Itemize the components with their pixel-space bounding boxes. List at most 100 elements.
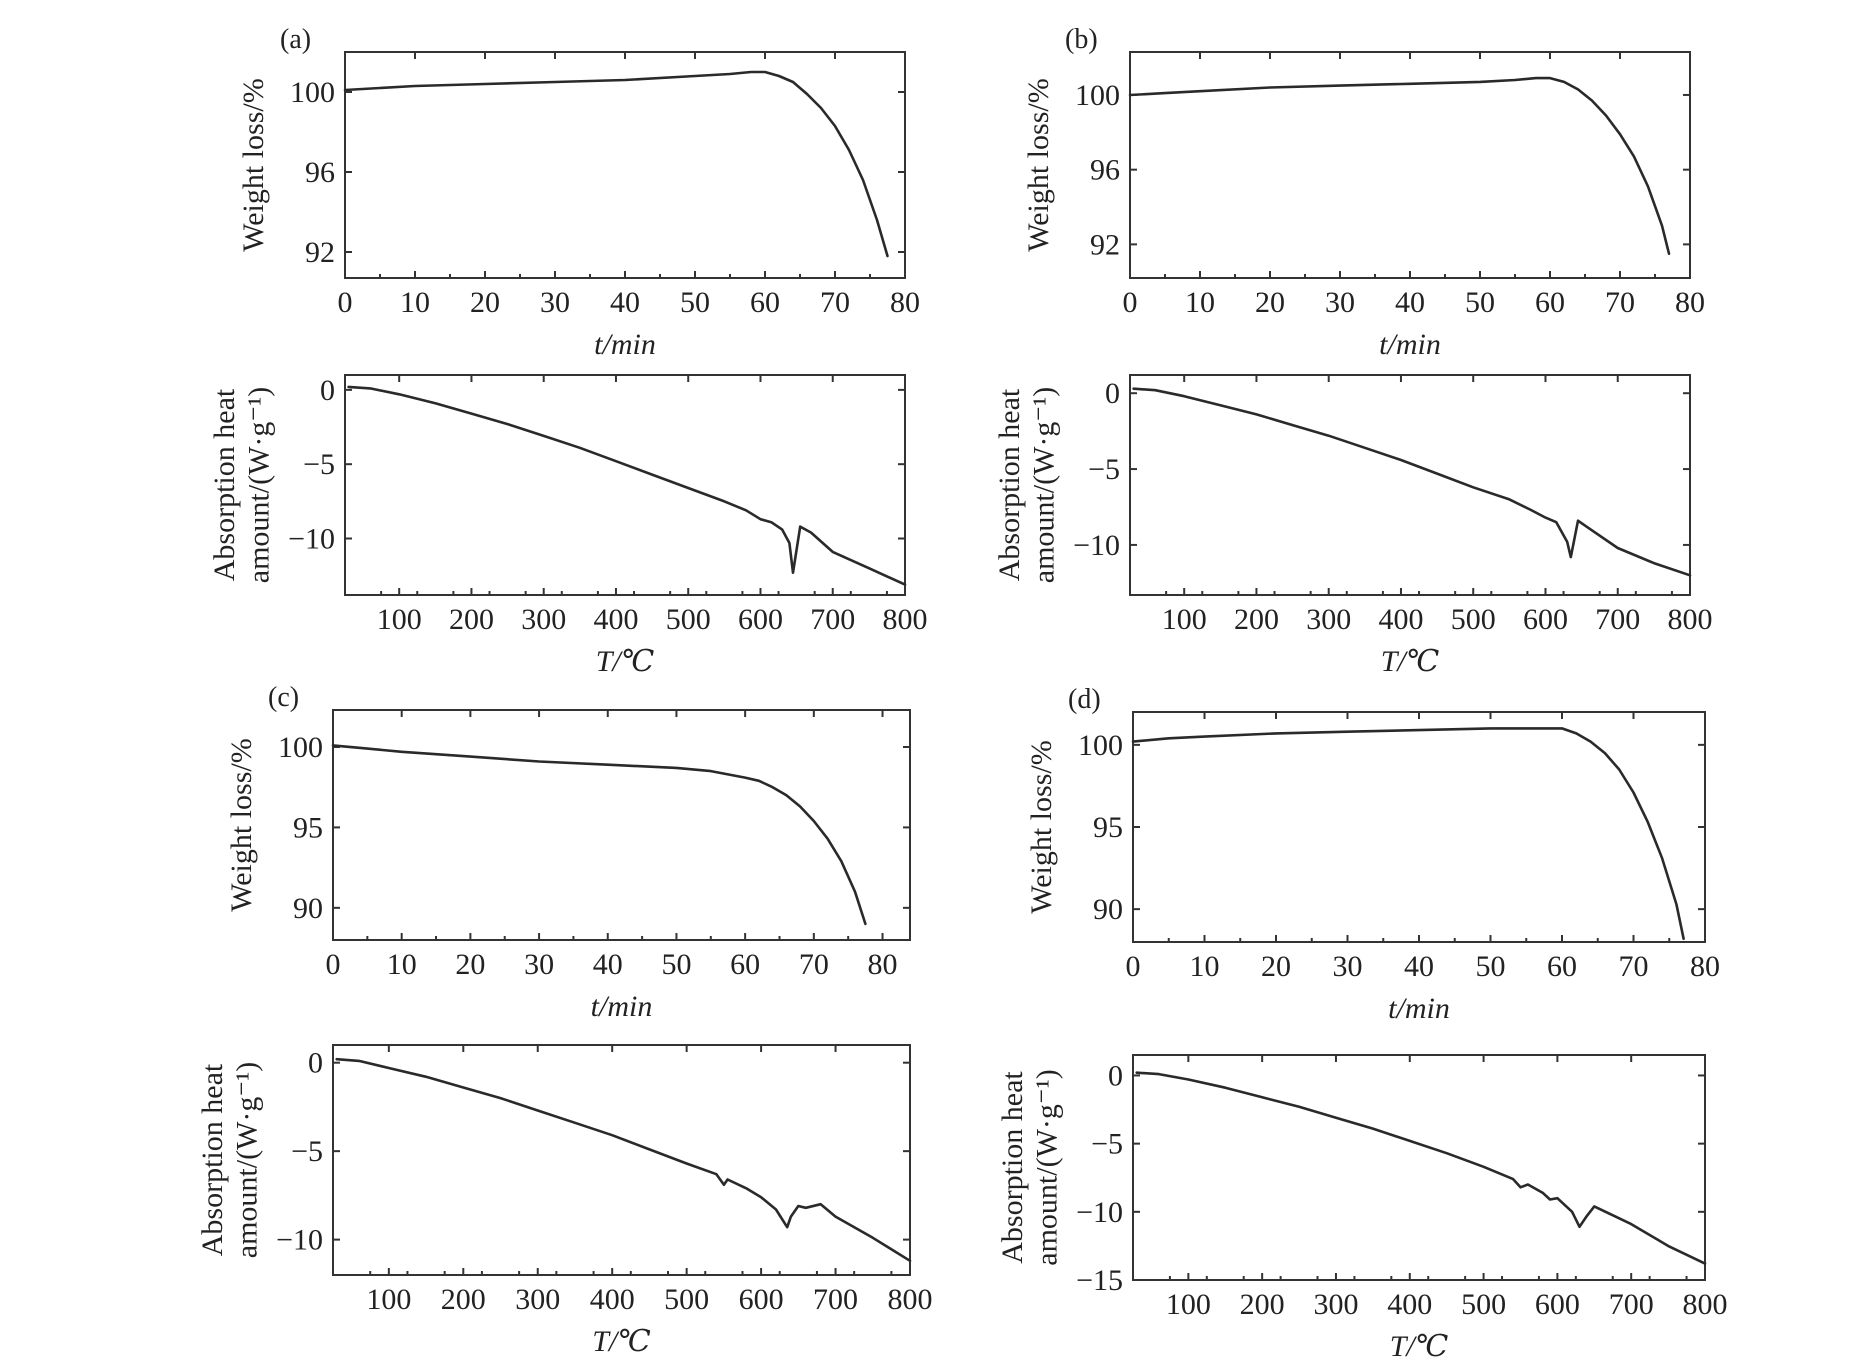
x-tick-label: 70 bbox=[1605, 286, 1635, 319]
series-line-a-dsc bbox=[347, 385, 907, 586]
x-tick-label: 30 bbox=[1333, 950, 1363, 983]
y-tick-label: −10 bbox=[1076, 1196, 1123, 1229]
x-axis-label: T/℃ bbox=[596, 645, 655, 678]
x-tick-label: 40 bbox=[1404, 950, 1434, 983]
x-tick-label: 500 bbox=[1451, 603, 1496, 636]
x-tick-label: 0 bbox=[1123, 286, 1138, 319]
panel-a-dsc: 100 200 300 400 500 600 700 800 0 −5 −10 T/℃ Absorpt… bbox=[208, 374, 928, 678]
y-tick-label: −5 bbox=[291, 1135, 323, 1168]
x-tick-label: 200 bbox=[449, 603, 494, 636]
y-tick-label: −5 bbox=[1088, 453, 1120, 486]
x-tick-label: 0 bbox=[338, 286, 353, 319]
y-axis-label: Absorption heatamount/(W·g⁻¹) bbox=[993, 387, 1061, 583]
x-tick-label: 80 bbox=[890, 286, 920, 319]
x-tick-label: 20 bbox=[1261, 950, 1291, 983]
y-tick-label: 92 bbox=[305, 236, 335, 269]
x-tick-label: 30 bbox=[524, 948, 554, 981]
x-tick-label: 10 bbox=[400, 286, 430, 319]
y-axis-label: Weight loss/% bbox=[1025, 740, 1058, 913]
x-tick-label: 0 bbox=[1126, 950, 1141, 983]
panel-label: (c) bbox=[268, 682, 299, 713]
panel-a-tga: 0 10 20 30 40 50 60 70 80 92 96 100 t/min Weight loss… bbox=[237, 24, 920, 361]
x-tick-label: 60 bbox=[1535, 286, 1565, 319]
y-tick-label: 96 bbox=[1090, 154, 1120, 187]
x-tick-label: 700 bbox=[1595, 603, 1640, 636]
x-axis-label: t/min bbox=[1388, 992, 1450, 1025]
x-tick-label: 40 bbox=[1395, 286, 1425, 319]
y-tick-label: 0 bbox=[1105, 377, 1120, 410]
x-tick-label: 400 bbox=[590, 1283, 635, 1316]
x-tick-label: 40 bbox=[593, 948, 623, 981]
x-tick-label: 100 bbox=[1162, 603, 1207, 636]
x-tick-label: 20 bbox=[455, 948, 485, 981]
x-tick-label: 200 bbox=[441, 1283, 486, 1316]
y-tick-label: 100 bbox=[278, 731, 323, 764]
x-tick-label: 40 bbox=[610, 286, 640, 319]
x-tick-label: 80 bbox=[1690, 950, 1720, 983]
x-tick-label: 100 bbox=[1166, 1288, 1211, 1321]
x-tick-label: 10 bbox=[1190, 950, 1220, 983]
x-tick-label: 200 bbox=[1234, 603, 1279, 636]
x-tick-label: 300 bbox=[1313, 1288, 1358, 1321]
y-tick-label: −15 bbox=[1076, 1264, 1123, 1297]
x-tick-label: 60 bbox=[730, 948, 760, 981]
x-axis-label: T/℃ bbox=[592, 1325, 651, 1358]
y-tick-label: −10 bbox=[288, 523, 335, 556]
x-tick-label: 0 bbox=[326, 948, 341, 981]
y-axis-label: Weight loss/% bbox=[225, 738, 258, 911]
x-tick-label: 800 bbox=[1683, 1288, 1728, 1321]
y-tick-label: 0 bbox=[1108, 1059, 1123, 1092]
plot-frame bbox=[1129, 374, 1691, 596]
x-tick-label: 300 bbox=[515, 1283, 560, 1316]
panel-c-dsc: 100 200 300 400 500 600 700 800 0 −5 −10 T/℃ Absorpt… bbox=[196, 1044, 933, 1358]
plot-frame bbox=[1132, 711, 1706, 943]
y-tick-label: −5 bbox=[1091, 1128, 1123, 1161]
series-line-c-tga bbox=[331, 744, 867, 926]
x-tick-label: 400 bbox=[1387, 1288, 1432, 1321]
series-line-b-tga bbox=[1128, 76, 1671, 255]
panel-d-dsc: 100 200 300 400 500 600 700 800 0 −5 −10 −15 T/℃ Abso… bbox=[996, 1054, 1728, 1363]
y-tick-label: 0 bbox=[320, 374, 335, 407]
x-tick-label: 100 bbox=[377, 603, 422, 636]
x-tick-label: 800 bbox=[888, 1283, 933, 1316]
plot-frame bbox=[344, 374, 906, 596]
x-tick-label: 700 bbox=[813, 1283, 858, 1316]
x-tick-label: 500 bbox=[664, 1283, 709, 1316]
y-axis-label: Absorption heatamount/(W·g⁻¹) bbox=[196, 1062, 264, 1258]
x-tick-label: 60 bbox=[750, 286, 780, 319]
x-tick-label: 50 bbox=[1465, 286, 1495, 319]
x-tick-label: 10 bbox=[387, 948, 417, 981]
x-axis-label: t/min bbox=[591, 990, 653, 1023]
y-tick-label: −10 bbox=[1073, 529, 1120, 562]
panel-label: (d) bbox=[1068, 684, 1101, 715]
x-tick-label: 600 bbox=[739, 1283, 784, 1316]
x-tick-label: 400 bbox=[1378, 603, 1423, 636]
x-tick-label: 80 bbox=[1675, 286, 1705, 319]
x-tick-label: 200 bbox=[1240, 1288, 1285, 1321]
x-tick-label: 600 bbox=[1523, 603, 1568, 636]
plot-frame bbox=[332, 709, 911, 941]
x-axis-label: t/min bbox=[1379, 328, 1441, 361]
x-tick-label: 600 bbox=[1535, 1288, 1580, 1321]
x-tick-label: 300 bbox=[1306, 603, 1351, 636]
panel-label: (b) bbox=[1065, 24, 1098, 55]
x-tick-label: 800 bbox=[1668, 603, 1713, 636]
series-line-d-tga bbox=[1131, 727, 1685, 940]
x-tick-label: 30 bbox=[540, 286, 570, 319]
x-tick-label: 50 bbox=[1476, 950, 1506, 983]
x-axis-label: t/min bbox=[594, 328, 656, 361]
y-tick-label: 0 bbox=[308, 1047, 323, 1080]
x-tick-label: 70 bbox=[820, 286, 850, 319]
y-tick-label: 95 bbox=[1093, 811, 1123, 844]
x-tick-label: 50 bbox=[680, 286, 710, 319]
y-axis-label: Weight loss/% bbox=[237, 78, 270, 251]
panel-b-dsc: 100 200 300 400 500 600 700 800 0 −5 −10 T/℃ Absorpt… bbox=[993, 374, 1713, 678]
series-line-d-dsc bbox=[1135, 1071, 1707, 1265]
x-tick-label: 70 bbox=[1619, 950, 1649, 983]
x-tick-label: 20 bbox=[470, 286, 500, 319]
series-line-c-dsc bbox=[335, 1057, 912, 1263]
y-tick-label: −5 bbox=[303, 448, 335, 481]
x-tick-label: 300 bbox=[521, 603, 566, 636]
x-tick-label: 500 bbox=[666, 603, 711, 636]
